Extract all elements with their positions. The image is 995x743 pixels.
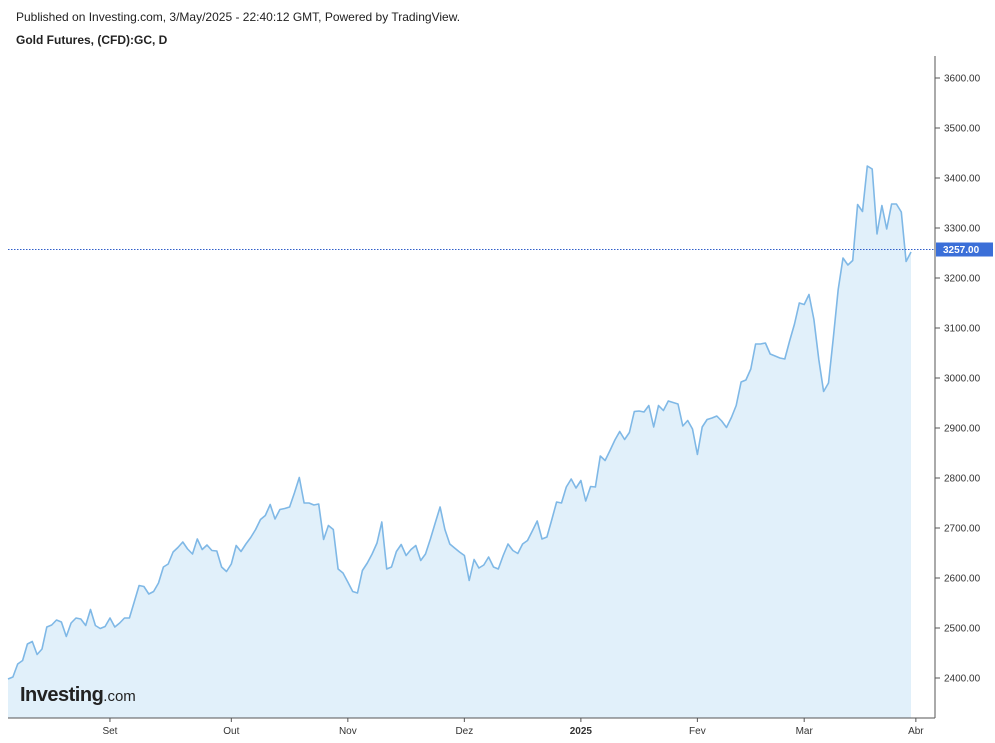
y-tick-label: 2700.00 [944, 524, 981, 535]
y-tick-label: 2400.00 [944, 674, 981, 685]
logo-domain: .com [103, 688, 136, 705]
y-tick-label: 3100.00 [944, 324, 981, 335]
price-area [8, 166, 911, 718]
investing-logo: Investing.com [20, 684, 136, 707]
price-line [7, 165, 912, 680]
x-tick-label: Abr [908, 726, 924, 737]
logo-word: Investing [20, 684, 104, 706]
instrument-title: Gold Futures, (CFD):GC, D [16, 33, 168, 47]
y-tick-label: 2900.00 [944, 424, 981, 435]
y-tick-label: 3200.00 [944, 274, 981, 285]
x-tick-label: Set [102, 726, 117, 737]
y-tick-label: 2500.00 [944, 624, 981, 635]
y-tick-label: 3300.00 [944, 224, 981, 235]
line-layer [7, 165, 912, 680]
x-tick-label: Out [223, 726, 239, 737]
y-tick-label: 2800.00 [944, 474, 981, 485]
y-tick-label: 2600.00 [944, 574, 981, 585]
x-tick-label: Fev [689, 726, 706, 737]
axis-layer: 2400.00 2500.00 2600.00 2700.00 2800.00 2900.… [8, 56, 993, 737]
x-tick-label: 2025 [570, 726, 593, 737]
published-caption: Published on Investing.com, 3/May/2025 -… [16, 10, 461, 24]
y-tick-label: 3400.00 [944, 174, 981, 185]
x-tick-label: Mar [796, 726, 814, 737]
last-price-badge [936, 242, 993, 257]
x-tick-label: Nov [339, 726, 357, 737]
y-tick-label: 3000.00 [944, 374, 981, 385]
x-tick-label: Dez [455, 726, 473, 737]
y-tick-label: 3500.00 [944, 124, 981, 135]
last-price-label: 3257.00 [943, 245, 980, 256]
area-layer [8, 166, 911, 718]
y-tick-label: 3600.00 [944, 74, 981, 85]
